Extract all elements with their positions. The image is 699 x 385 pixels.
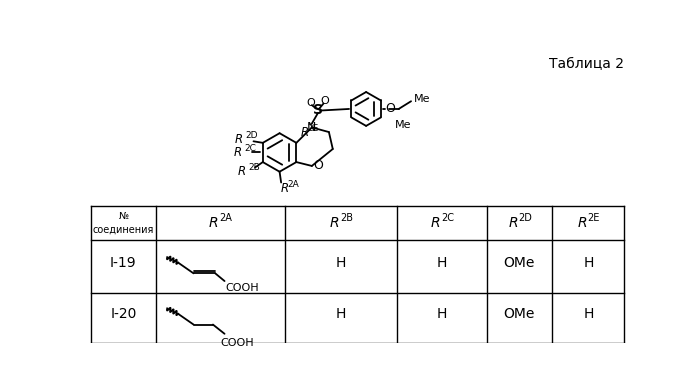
Text: H: H xyxy=(583,256,593,270)
Text: COOH: COOH xyxy=(221,338,254,348)
Text: 2C: 2C xyxy=(441,213,454,223)
Text: 2B: 2B xyxy=(249,163,261,172)
Text: 2A: 2A xyxy=(287,180,299,189)
Text: OMe: OMe xyxy=(504,256,535,270)
Text: H: H xyxy=(437,256,447,270)
Text: I-19: I-19 xyxy=(110,256,137,270)
Text: H: H xyxy=(336,256,347,270)
Text: R: R xyxy=(238,165,246,178)
Text: 2D: 2D xyxy=(519,213,533,223)
Text: S: S xyxy=(313,104,323,117)
Text: O: O xyxy=(321,96,329,106)
Text: 2B: 2B xyxy=(340,213,354,223)
Text: O: O xyxy=(306,98,315,108)
Text: H: H xyxy=(437,307,447,321)
Text: 2C: 2C xyxy=(245,144,257,153)
Text: R: R xyxy=(233,146,242,159)
Text: R: R xyxy=(209,216,219,230)
Text: Me: Me xyxy=(413,94,430,104)
Text: R: R xyxy=(330,216,340,230)
Text: 2D: 2D xyxy=(246,131,258,141)
Text: R: R xyxy=(301,126,309,139)
Text: 2E: 2E xyxy=(588,213,600,223)
Text: R: R xyxy=(431,216,440,230)
Text: O: O xyxy=(313,159,323,172)
Text: R: R xyxy=(577,216,587,230)
Text: R: R xyxy=(235,133,243,146)
Text: O: O xyxy=(385,102,396,116)
Text: H: H xyxy=(336,307,347,321)
Text: 2E: 2E xyxy=(307,124,319,133)
Text: R: R xyxy=(281,182,289,195)
Text: R: R xyxy=(508,216,518,230)
Text: H: H xyxy=(583,307,593,321)
Text: I-20: I-20 xyxy=(110,307,136,321)
Text: N: N xyxy=(307,121,317,134)
Text: OMe: OMe xyxy=(504,307,535,321)
Text: 2A: 2A xyxy=(219,213,232,223)
Text: Таблица 2: Таблица 2 xyxy=(549,57,624,71)
Text: COOH: COOH xyxy=(225,283,259,293)
Text: Me: Me xyxy=(395,120,411,130)
Text: №
соединения: № соединения xyxy=(93,211,154,234)
